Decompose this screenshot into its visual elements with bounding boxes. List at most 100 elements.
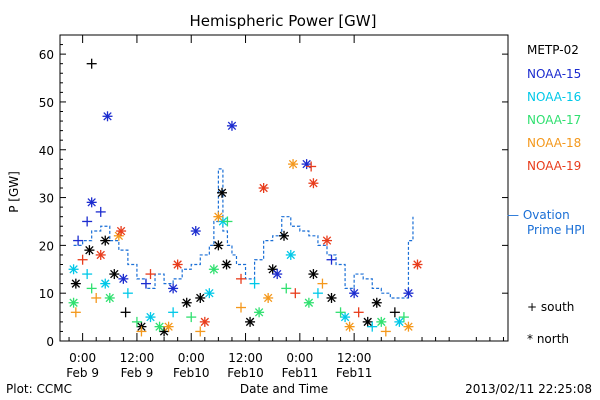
north-point: [100, 278, 111, 289]
north-point: [84, 245, 95, 256]
north-point: [263, 292, 274, 303]
north-point: [258, 183, 269, 193]
north-point: [217, 187, 228, 198]
north-point: [308, 178, 319, 189]
north-point: [163, 321, 174, 332]
y-axis-label: P [GW]: [7, 171, 21, 213]
north-point: [326, 292, 337, 303]
legend-item-noaa-17: NOAA-17: [527, 113, 581, 127]
south-point: [145, 269, 156, 280]
south-point: [77, 254, 88, 265]
north-point: [403, 288, 414, 299]
south-point: [140, 278, 151, 289]
legend-item-noaa-16: NOAA-16: [527, 90, 581, 104]
north-point: [100, 235, 111, 246]
y-tick-label: 30: [39, 192, 54, 206]
south-point: [335, 307, 346, 318]
south-point: [120, 307, 131, 318]
y-tick-label: 40: [39, 144, 54, 158]
south-point: [222, 216, 233, 227]
north-point: [118, 273, 129, 284]
footer-plot-credit: Plot: CCMC: [6, 382, 72, 396]
legend-item-metp-02: METP-02: [527, 43, 579, 57]
north-point: [102, 111, 113, 122]
north-point: [272, 269, 283, 280]
legend-item-noaa-18: NOAA-18: [527, 136, 581, 150]
series-noaa-15: [73, 111, 414, 299]
south-point: [326, 254, 337, 265]
north-point: [204, 288, 215, 299]
legend-north-marker: * north: [527, 332, 569, 346]
south-point: [249, 278, 260, 289]
north-point: [403, 321, 414, 332]
y-tick-label: 60: [39, 48, 54, 62]
north-point: [321, 235, 332, 246]
south-point: [281, 283, 292, 294]
north-point: [168, 283, 179, 294]
y-tick-label: 20: [39, 239, 54, 253]
north-point: [221, 259, 232, 270]
north-point: [349, 288, 360, 299]
south-point: [236, 302, 247, 313]
south-point: [131, 316, 142, 327]
north-point: [254, 307, 265, 318]
north-point: [301, 159, 312, 170]
north-point: [95, 249, 106, 260]
south-point: [91, 292, 102, 303]
legend: METP-02 NOAA-15 NOAA-16 NOAA-17 NOAA-18 …: [507, 43, 585, 346]
ovation-layer: [73, 168, 414, 299]
south-point: [306, 161, 317, 172]
legend-item-noaa-15: NOAA-15: [527, 67, 581, 81]
series-noaa-17: [68, 216, 409, 332]
north-point: [226, 120, 237, 131]
south-point: [353, 307, 364, 318]
north-point: [279, 230, 289, 241]
north-point: [199, 316, 210, 327]
plot-frame: [59, 34, 509, 342]
south-point: [389, 307, 400, 318]
plot-area: [59, 34, 509, 342]
north-point: [154, 321, 165, 332]
legend-item-ovation: — Ovation: [507, 208, 570, 222]
north-point: [109, 269, 120, 280]
south-point: [195, 326, 206, 337]
legend-south-marker: + south: [527, 300, 574, 314]
north-point: [70, 278, 81, 289]
y-axis: 0 10 20 30 40 50 60: [39, 34, 508, 349]
south-point: [380, 326, 391, 337]
south-point: [86, 58, 97, 69]
north-point: [245, 316, 256, 327]
north-point: [104, 292, 115, 303]
south-point: [312, 288, 323, 299]
north-point: [68, 297, 79, 308]
chart-title: Hemispheric Power [GW]: [190, 12, 377, 30]
south-point: [317, 278, 328, 289]
south-point: [186, 312, 197, 323]
north-point: [213, 240, 224, 251]
south-point: [290, 288, 301, 299]
south-point: [95, 206, 106, 217]
y-tick-label: 50: [39, 96, 54, 110]
north-point: [308, 269, 319, 280]
south-point: [168, 307, 179, 318]
x-tick-label-date: Feb11: [336, 366, 373, 380]
north-point: [362, 316, 373, 327]
x-tick-label-time: 0:00: [286, 351, 313, 365]
x-tick-label-time: 12:00: [337, 351, 372, 365]
x-tick-label-time: 0:00: [178, 351, 205, 365]
legend-item-ovation-line2: Prime HPI: [527, 223, 585, 237]
series-metp-02: [70, 58, 400, 337]
y-tick-label: 0: [46, 335, 54, 349]
y-tick-label: 10: [39, 287, 54, 301]
north-point: [208, 264, 219, 275]
x-tick-label-date: Feb10: [227, 366, 264, 380]
north-point: [288, 159, 299, 170]
data-points: [68, 58, 423, 337]
north-point: [303, 297, 314, 308]
north-point: [213, 211, 224, 222]
south-point: [82, 216, 93, 227]
south-point: [236, 273, 247, 284]
x-tick-label-date: Feb 9: [121, 366, 154, 380]
